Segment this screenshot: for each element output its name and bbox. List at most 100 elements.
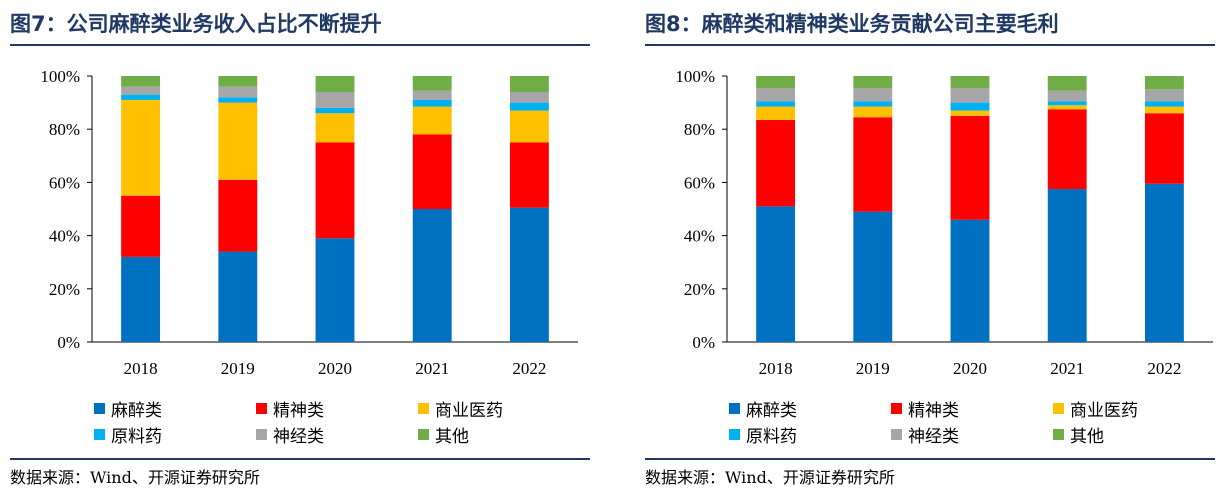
- bar-segment: [509, 91, 549, 103]
- legend-label: 麻醉类: [746, 401, 797, 421]
- x-tick-label: 2020: [318, 359, 352, 378]
- bar-segment: [1047, 101, 1087, 106]
- bar-segment: [412, 106, 452, 135]
- bar-segment: [756, 101, 796, 107]
- x-tick-label: 2022: [1147, 359, 1181, 378]
- x-tick-label: 2022: [512, 359, 546, 378]
- legend-item: 商业医药: [1053, 396, 1138, 421]
- y-tick-label: 20%: [49, 280, 80, 299]
- legend-item: 其他: [418, 422, 469, 447]
- bar-segment: [121, 76, 161, 87]
- bar-segment: [315, 107, 355, 114]
- legend-swatch: [729, 429, 740, 440]
- chart-title: 图8：麻醉类和精神类业务贡献公司主要毛利: [645, 12, 1059, 36]
- bar-segment: [853, 101, 893, 107]
- stacked-bar-chart: 0% 20% 40% 60% 80% 100% 2018 2019 2020 2021 2022: [675, 67, 1213, 378]
- bar-segment: [756, 206, 796, 342]
- y-tick-label: 0%: [57, 333, 80, 352]
- bar-segment: [853, 211, 893, 342]
- x-tick-label: 2021: [415, 359, 449, 378]
- legend-item: 原料药: [94, 422, 162, 447]
- y-tick-label: 100%: [675, 67, 715, 86]
- bar-segment: [756, 76, 796, 88]
- bar-segment: [756, 106, 796, 120]
- legend-swatch: [256, 429, 267, 440]
- bar-segment: [509, 142, 549, 208]
- legend-swatch: [729, 403, 740, 414]
- bar-segment: [1144, 101, 1184, 107]
- bar-segment: [121, 256, 161, 342]
- bar-segment: [1144, 76, 1184, 90]
- title-rule: [645, 44, 1215, 46]
- legend-item: 神经类: [256, 422, 324, 447]
- y-tick-label: 60%: [49, 173, 80, 192]
- bar-segment: [1047, 76, 1087, 91]
- chart-source: 数据来源：Wind、开源证券研究所: [10, 468, 260, 487]
- legend-label: 其他: [1070, 427, 1104, 447]
- bar-segment: [950, 102, 990, 111]
- bar-segment: [121, 99, 161, 196]
- bar-segment: [412, 76, 452, 91]
- chart-title: 图7：公司麻醉类业务收入占比不断提升: [10, 12, 382, 36]
- legend-item: 精神类: [891, 396, 959, 421]
- legend-label: 商业医药: [435, 401, 503, 421]
- y-tick-label: 80%: [684, 120, 715, 139]
- bar-segment: [950, 219, 990, 342]
- bar-segment: [1144, 106, 1184, 114]
- legend-label: 商业医药: [1070, 401, 1138, 421]
- bar-segment: [1047, 105, 1087, 110]
- legend-swatch: [256, 403, 267, 414]
- bar-segment: [950, 87, 990, 103]
- legend-label: 精神类: [908, 401, 959, 421]
- bar-segment: [218, 76, 258, 87]
- bar-segment: [218, 97, 258, 103]
- bar-segment: [412, 99, 452, 107]
- bar-segment: [121, 195, 161, 257]
- title-rule: [10, 44, 590, 46]
- legend-item: 麻醉类: [729, 396, 797, 421]
- bar-segment: [950, 115, 990, 220]
- legend-label: 原料药: [746, 427, 797, 447]
- bar-segment: [315, 142, 355, 239]
- bar-segment: [756, 119, 796, 207]
- bar-segment: [412, 209, 452, 342]
- legend-label: 精神类: [273, 401, 324, 421]
- legend-swatch: [418, 429, 429, 440]
- bar-segment: [412, 90, 452, 100]
- bar-segment: [853, 76, 893, 88]
- bar-segment: [756, 87, 796, 102]
- legend-swatch: [418, 403, 429, 414]
- bar-segment: [853, 106, 893, 118]
- bar-segment: [509, 76, 549, 92]
- bar-segment: [315, 238, 355, 342]
- bar-segment: [412, 134, 452, 209]
- legend-swatch: [891, 429, 902, 440]
- bar-segment: [950, 110, 990, 116]
- chart-panel-1: 图7：公司麻醉类业务收入占比不断提升 0% 20% 40% 60% 80% 100% 201…: [10, 0, 590, 496]
- source-rule: [10, 458, 590, 460]
- legend-swatch: [891, 403, 902, 414]
- legend-label: 神经类: [273, 427, 324, 447]
- legend-label: 其他: [435, 427, 469, 447]
- legend-label: 麻醉类: [111, 401, 162, 421]
- legend-swatch: [1053, 403, 1064, 414]
- y-tick-label: 100%: [40, 67, 80, 86]
- legend-item: 原料药: [729, 422, 797, 447]
- y-tick-label: 80%: [49, 120, 80, 139]
- bar-segment: [1047, 189, 1087, 342]
- bar-segment: [315, 113, 355, 143]
- x-tick-label: 2019: [221, 359, 255, 378]
- x-tick-label: 2018: [759, 359, 793, 378]
- chart-source: 数据来源：Wind、开源证券研究所: [645, 468, 895, 487]
- legend-swatch: [1053, 429, 1064, 440]
- bar-segment: [218, 86, 258, 98]
- x-tick-label: 2018: [124, 359, 158, 378]
- stacked-bar-chart: 0% 20% 40% 60% 80% 100% 2018 2019 2020 2021 2022: [40, 67, 578, 378]
- source-rule: [645, 458, 1215, 460]
- bar-segment: [853, 117, 893, 212]
- bar-segment: [1144, 89, 1184, 102]
- bar-segment: [121, 86, 161, 95]
- x-tick-label: 2021: [1050, 359, 1084, 378]
- bar-segment: [315, 76, 355, 92]
- x-tick-label: 2020: [953, 359, 987, 378]
